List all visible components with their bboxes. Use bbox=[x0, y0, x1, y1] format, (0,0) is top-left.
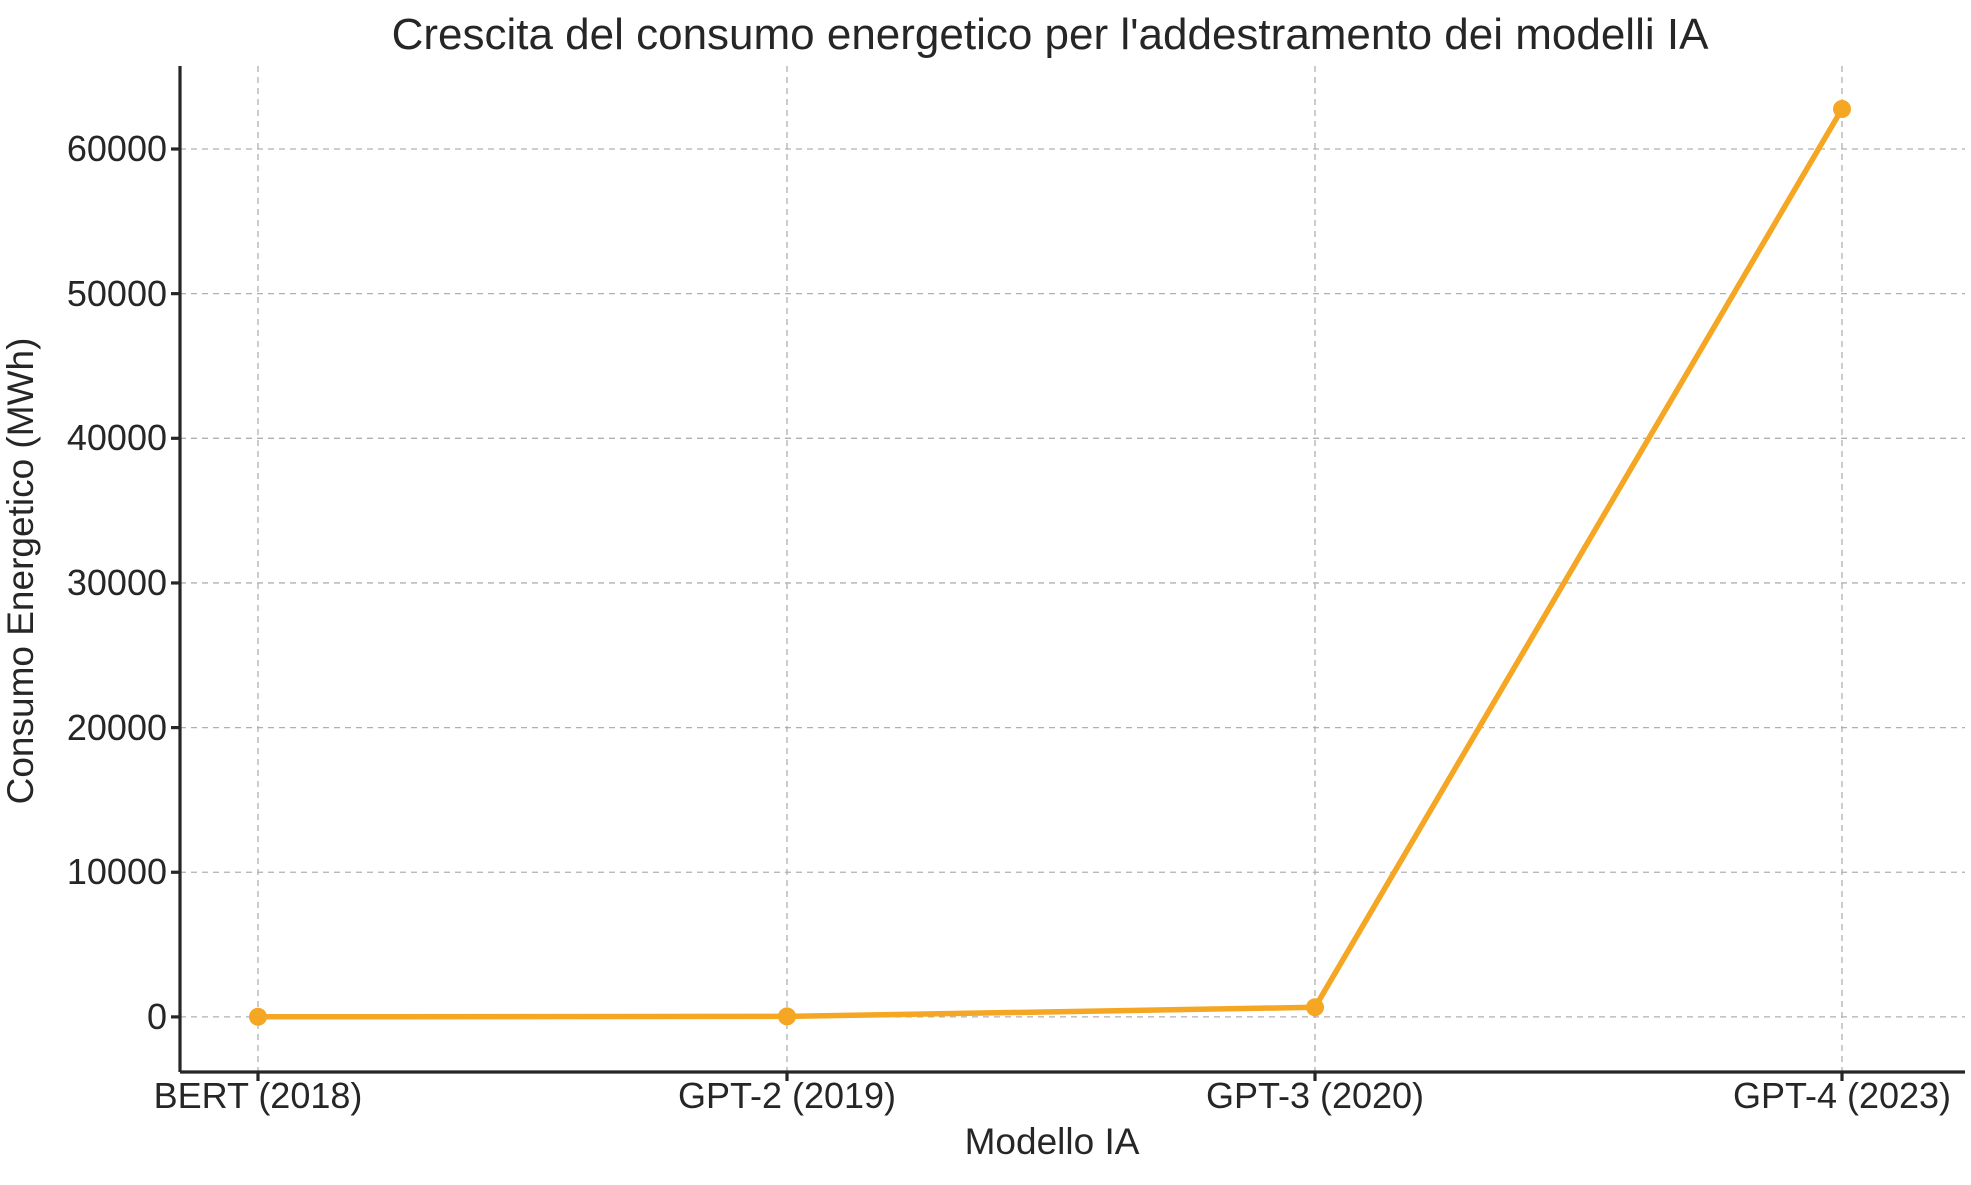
svg-text:GPT-4 (2023): GPT-4 (2023) bbox=[1733, 1075, 1951, 1116]
svg-text:20000: 20000 bbox=[67, 707, 167, 748]
svg-text:30000: 30000 bbox=[67, 562, 167, 603]
svg-text:GPT-3 (2020): GPT-3 (2020) bbox=[1206, 1075, 1424, 1116]
svg-text:BERT (2018): BERT (2018) bbox=[154, 1075, 363, 1116]
svg-text:40000: 40000 bbox=[67, 417, 167, 458]
svg-text:Crescita del consumo energetic: Crescita del consumo energetico per l'ad… bbox=[392, 10, 1710, 59]
svg-text:60000: 60000 bbox=[67, 128, 167, 169]
svg-text:0: 0 bbox=[147, 996, 167, 1037]
svg-text:GPT-2 (2019): GPT-2 (2019) bbox=[678, 1075, 896, 1116]
svg-text:50000: 50000 bbox=[67, 273, 167, 314]
svg-text:10000: 10000 bbox=[67, 851, 167, 892]
svg-text:Consumo Energetico (MWh): Consumo Energetico (MWh) bbox=[0, 338, 41, 805]
svg-text:Modello IA: Modello IA bbox=[965, 1121, 1140, 1162]
